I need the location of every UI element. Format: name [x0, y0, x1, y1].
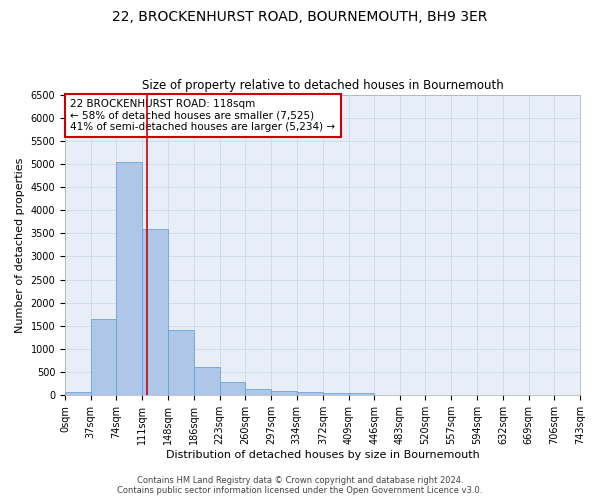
- Bar: [65, 392, 91, 395]
- Text: 22, BROCKENHURST ROAD, BOURNEMOUTH, BH9 3ER: 22, BROCKENHURST ROAD, BOURNEMOUTH, BH9 …: [112, 10, 488, 24]
- Bar: [349, 393, 374, 395]
- Bar: [271, 391, 296, 395]
- Bar: [167, 330, 194, 395]
- Bar: [245, 388, 271, 395]
- Bar: [116, 162, 142, 395]
- Text: 22 BROCKENHURST ROAD: 118sqm
← 58% of detached houses are smaller (7,525)
41% of: 22 BROCKENHURST ROAD: 118sqm ← 58% of de…: [70, 99, 335, 132]
- Bar: [142, 228, 167, 395]
- X-axis label: Distribution of detached houses by size in Bournemouth: Distribution of detached houses by size …: [166, 450, 479, 460]
- Y-axis label: Number of detached properties: Number of detached properties: [15, 157, 25, 332]
- Bar: [323, 393, 349, 395]
- Bar: [220, 382, 245, 395]
- Title: Size of property relative to detached houses in Bournemouth: Size of property relative to detached ho…: [142, 79, 503, 92]
- Bar: [296, 392, 323, 395]
- Text: Contains HM Land Registry data © Crown copyright and database right 2024.
Contai: Contains HM Land Registry data © Crown c…: [118, 476, 482, 495]
- Bar: [91, 319, 116, 395]
- Bar: [194, 368, 220, 395]
